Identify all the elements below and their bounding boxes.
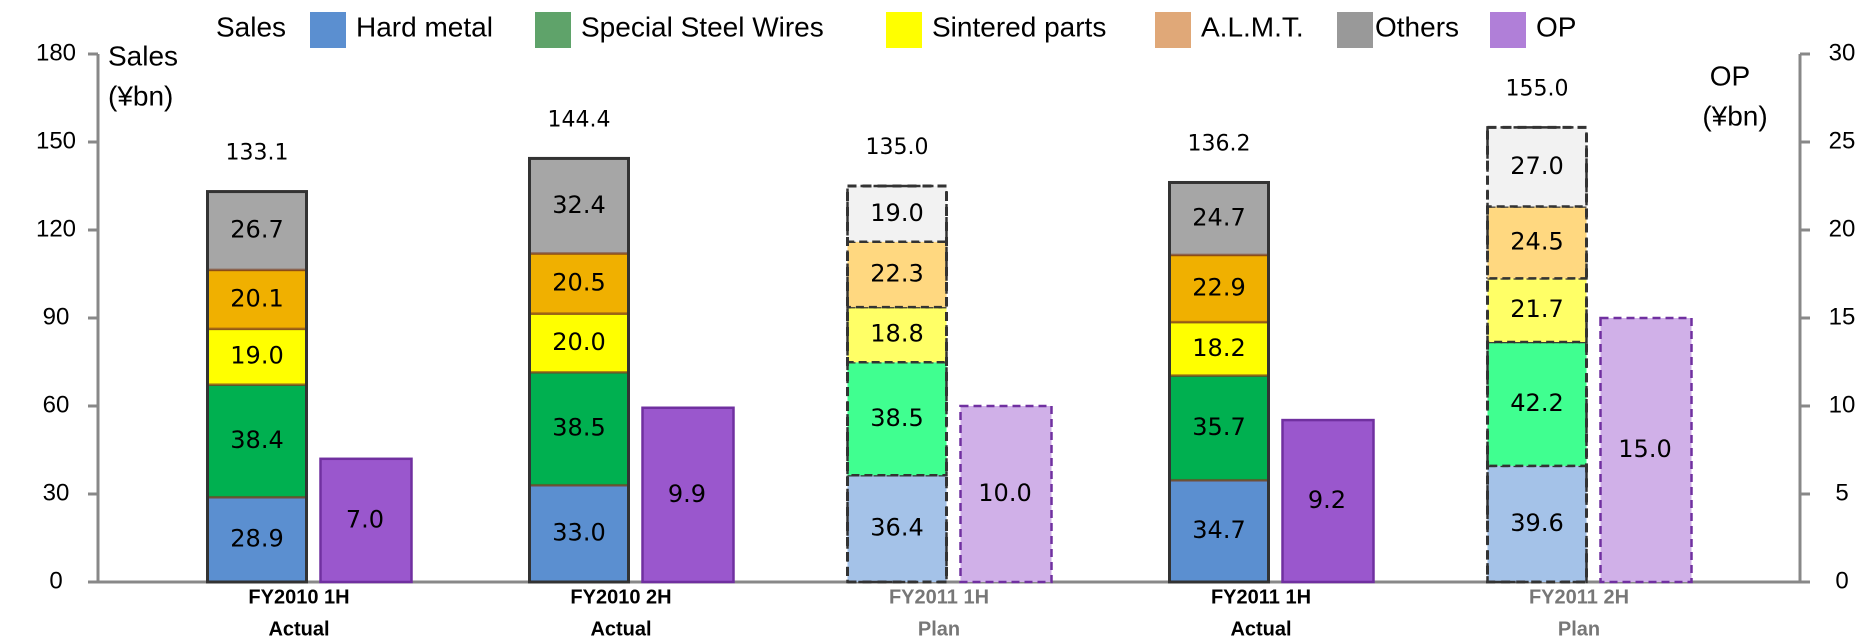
op-bar xyxy=(959,404,1053,584)
op-bar xyxy=(319,457,413,584)
y2-tick-label: 0 xyxy=(1835,567,1848,594)
bar-segment xyxy=(1486,340,1588,468)
y-tick-label: 120 xyxy=(36,215,76,242)
total-label: 133.1 xyxy=(226,141,289,166)
legend-label: OP xyxy=(1536,11,1576,42)
value-label: 9.2 xyxy=(1308,486,1346,514)
x-tick-sublabel: Plan xyxy=(1558,618,1600,640)
bar-segment xyxy=(1486,126,1588,208)
value-label: 20.0 xyxy=(552,328,605,356)
x-tick-label: FY2011 1H xyxy=(889,586,989,608)
y2-axis-label: OP xyxy=(1710,60,1750,91)
stack-outline xyxy=(1168,180,1270,584)
value-label: 22.9 xyxy=(1192,274,1245,302)
y-tick-label: 60 xyxy=(43,391,70,418)
op-bar xyxy=(641,406,735,584)
y2-tick-label: 5 xyxy=(1835,479,1848,506)
y-tick-label: 90 xyxy=(43,303,70,330)
value-label: 32.4 xyxy=(552,191,605,219)
value-label: 28.9 xyxy=(230,525,283,553)
bar-segment xyxy=(846,240,948,309)
stack-outline xyxy=(528,156,630,584)
legend-label: Sales xyxy=(216,11,286,42)
total-label: 135.0 xyxy=(866,135,929,160)
total-label: 155.0 xyxy=(1506,76,1569,101)
bar-segment xyxy=(1486,464,1588,584)
y-tick-label: 180 xyxy=(36,39,76,66)
y-tick-label: 30 xyxy=(43,479,70,506)
bar-segment xyxy=(1486,205,1588,280)
op-bar xyxy=(1599,316,1693,584)
value-label: 38.5 xyxy=(870,404,923,432)
value-label: 35.7 xyxy=(1192,413,1245,441)
value-label: 24.7 xyxy=(1192,204,1245,232)
y-tick-label: 150 xyxy=(36,127,76,154)
y2-axis-label: (¥bn) xyxy=(1702,100,1767,131)
legend-swatch xyxy=(1155,12,1191,48)
value-label: 27.0 xyxy=(1510,152,1563,180)
legend-label: Others xyxy=(1375,11,1459,42)
x-tick-sublabel: Plan xyxy=(918,618,960,640)
value-label: 15.0 xyxy=(1618,435,1671,463)
bar-segment xyxy=(528,483,630,584)
bar-segment xyxy=(846,473,948,584)
legend-label: Sintered parts xyxy=(932,11,1106,42)
value-label: 38.5 xyxy=(552,414,605,442)
total-label: 144.4 xyxy=(548,107,611,132)
value-label: 34.7 xyxy=(1192,516,1245,544)
y2-tick-label: 30 xyxy=(1829,39,1856,66)
value-label: 18.8 xyxy=(870,320,923,348)
value-label: 19.0 xyxy=(230,342,283,370)
value-label: 7.0 xyxy=(346,505,384,533)
value-label: 9.9 xyxy=(668,480,706,508)
value-label: 21.7 xyxy=(1510,295,1563,323)
legend-swatch xyxy=(886,12,922,48)
stack-outline xyxy=(206,190,308,584)
y2-tick-label: 20 xyxy=(1829,215,1856,242)
x-tick-sublabel: Actual xyxy=(590,618,651,640)
value-label: 19.0 xyxy=(870,199,923,227)
x-tick-label: FY2011 2H xyxy=(1529,586,1629,608)
value-label: 18.2 xyxy=(1192,334,1245,362)
value-label: 36.4 xyxy=(870,514,923,542)
x-tick-sublabel: Actual xyxy=(1230,618,1291,640)
y-axis-label: (¥bn) xyxy=(108,80,173,111)
x-tick-sublabel: Actual xyxy=(268,618,329,640)
legend-swatch xyxy=(1337,12,1373,48)
value-label: 39.6 xyxy=(1510,509,1563,537)
legend-label: Hard metal xyxy=(356,11,493,42)
value-label: 20.1 xyxy=(230,284,283,312)
y2-tick-label: 10 xyxy=(1829,391,1856,418)
y2-tick-label: 25 xyxy=(1829,127,1856,154)
bar-segment xyxy=(1486,277,1588,344)
bar-segment xyxy=(1168,320,1270,377)
legend-swatch xyxy=(535,12,571,48)
x-tick-label: FY2010 1H xyxy=(248,586,349,608)
op-bar xyxy=(1281,418,1375,584)
legend-swatch xyxy=(310,12,346,48)
value-label: 10.0 xyxy=(978,479,1031,507)
legend-label: A.L.M.T. xyxy=(1201,11,1304,42)
y2-tick-label: 15 xyxy=(1829,303,1856,330)
value-label: 20.5 xyxy=(552,269,605,297)
value-label: 22.3 xyxy=(870,259,923,287)
bar-segment xyxy=(1168,478,1270,584)
stack-outline xyxy=(1486,125,1588,584)
y-axis-label: Sales xyxy=(108,40,178,71)
value-label: 38.4 xyxy=(230,426,283,454)
value-label: 24.5 xyxy=(1510,227,1563,255)
bar-segment xyxy=(846,184,948,243)
x-tick-label: FY2010 2H xyxy=(570,586,671,608)
y-tick-label: 0 xyxy=(49,567,62,594)
value-label: 33.0 xyxy=(552,519,605,547)
total-label: 136.2 xyxy=(1188,131,1251,156)
stack-outline xyxy=(846,184,948,584)
x-tick-label: FY2011 1H xyxy=(1211,586,1311,608)
value-label: 42.2 xyxy=(1510,389,1563,417)
legend-swatch xyxy=(1490,12,1526,48)
legend-label: Special Steel Wires xyxy=(581,11,824,42)
value-label: 26.7 xyxy=(230,216,283,244)
